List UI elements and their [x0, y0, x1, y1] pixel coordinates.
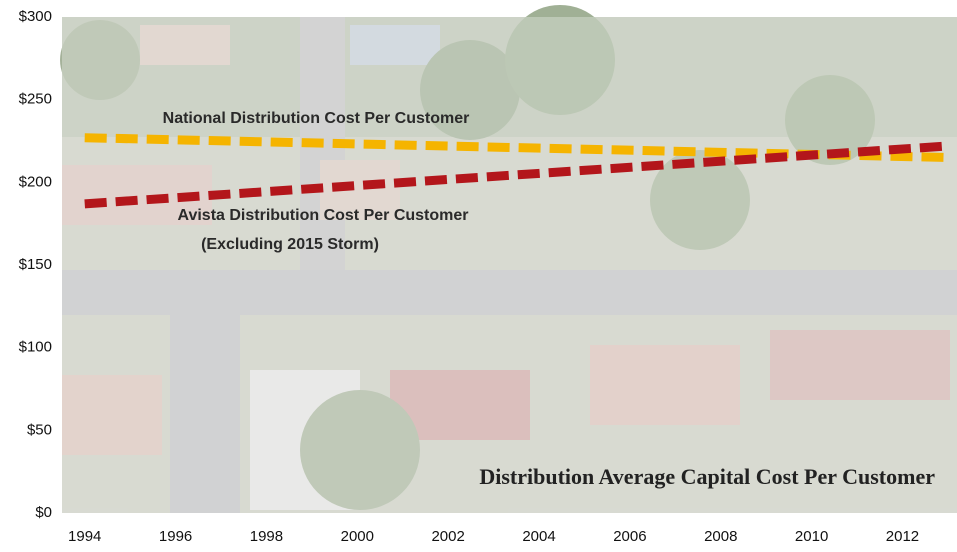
series-line	[84, 141, 949, 209]
x-tick-label: 2008	[704, 528, 737, 545]
x-tick-label: 1998	[250, 528, 283, 545]
x-tick-label: 2000	[341, 528, 374, 545]
photo-fade	[62, 17, 957, 513]
y-tick-label: $50	[27, 421, 52, 438]
y-tick-label: $300	[19, 8, 52, 25]
x-tick-label: 2006	[613, 528, 646, 545]
y-tick-label: $0	[35, 504, 52, 521]
series-label: National Distribution Cost Per Customer	[163, 110, 470, 127]
x-tick-label: 1996	[159, 528, 192, 545]
x-tick-label: 2002	[431, 528, 464, 545]
x-tick-label: 2012	[886, 528, 919, 545]
y-tick-label: $250	[19, 91, 52, 108]
annotation: (Excluding 2015 Storm)	[201, 236, 379, 253]
y-tick-label: $100	[19, 339, 52, 356]
chart-title: Distribution Average Capital Cost Per Cu…	[479, 464, 935, 489]
y-tick-label: $150	[19, 256, 52, 273]
x-tick-label: 1994	[68, 528, 101, 545]
x-tick-label: 2010	[795, 528, 828, 545]
series-label: Avista Distribution Cost Per Customer	[177, 207, 468, 224]
y-tick-label: $200	[19, 173, 52, 190]
x-tick-label: 2004	[522, 528, 555, 545]
